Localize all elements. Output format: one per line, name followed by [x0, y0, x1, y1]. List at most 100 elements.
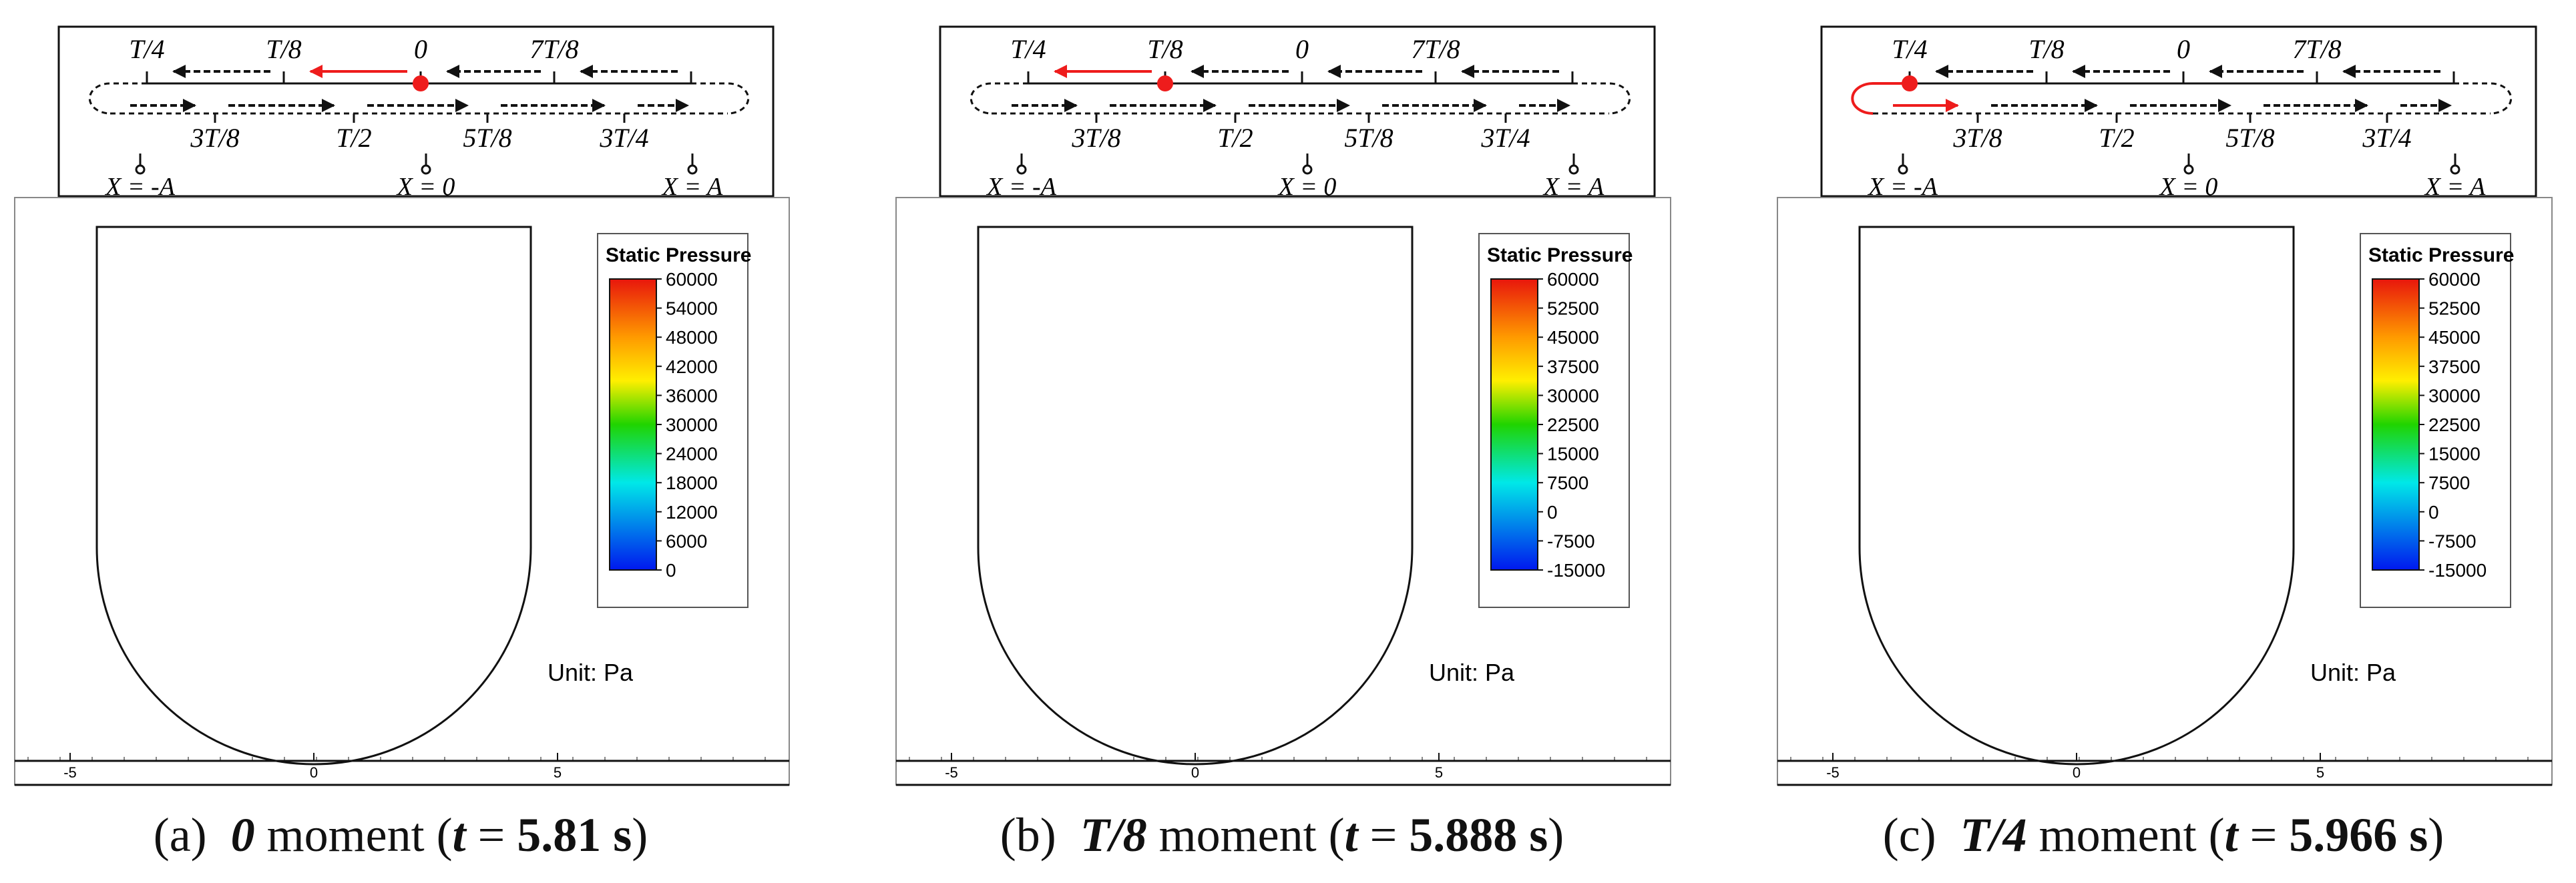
x-axis: -5 0 5 — [15, 753, 789, 786]
legend-level: 18000 — [666, 473, 718, 493]
axis-tick-label: 5 — [554, 764, 562, 781]
caption-word: moment — [2038, 808, 2197, 862]
caption-word: moment — [266, 808, 425, 862]
current-position-marker — [1157, 75, 1173, 91]
caption-moment: 0 — [230, 808, 255, 862]
legend-level: 60000 — [1547, 269, 1599, 290]
phase-label: T/4 — [129, 34, 164, 64]
x-axis: -5 0 5 — [896, 753, 1671, 786]
legend-title: Static Pressure — [2368, 244, 2514, 266]
legend-level: 37500 — [2428, 356, 2481, 377]
legend-title: Static Pressure — [1487, 244, 1633, 266]
legend-level: 30000 — [2428, 385, 2481, 406]
legend-level: 7500 — [1547, 473, 1588, 493]
pressure-legend: Static Pressure 60000 52500 45000 37500 30000… — [1478, 233, 1633, 608]
motion-schematic: T/4 T/8 0 7T/8 3T/8 T/2 5T/8 3T/4 X = -A X = 0 X =… — [1820, 25, 2537, 201]
motion-schematic: T/4 T/8 0 7T/8 3T/8 T/2 5T/8 3T/4 X = -A X = 0 X =… — [57, 25, 775, 201]
position-label: X = 0 — [2159, 173, 2218, 201]
legend-level: 15000 — [1547, 444, 1599, 465]
unit-label: Unit: Pa — [548, 659, 634, 686]
position-label: X = 0 — [396, 173, 455, 201]
panel-caption: (b) T/8 moment (t = 5.888 s) — [1000, 808, 1564, 862]
legend-level: 37500 — [1547, 356, 1599, 377]
phase-label: T/2 — [1217, 123, 1253, 153]
phase-label: T/8 — [2028, 34, 2064, 64]
legend-level: 22500 — [1547, 414, 1599, 435]
phase-label: T/2 — [336, 123, 371, 153]
phase-label: 0 — [414, 34, 427, 64]
figure-panel-c: T/4 T/8 0 7T/8 3T/8 T/2 5T/8 3T/4 X = -A X = 0 X =… — [1763, 0, 2564, 883]
caption-letter: (a) — [153, 808, 207, 862]
x-axis: -5 0 5 — [1777, 753, 2552, 786]
legend-level: 15000 — [2428, 444, 2481, 465]
legend-level: 52500 — [2428, 298, 2481, 319]
legend-level: 45000 — [2428, 327, 2481, 348]
axis-tick-label: -5 — [1826, 764, 1840, 781]
position-label: X = A — [1542, 173, 1604, 201]
unit-label: Unit: Pa — [2310, 659, 2396, 686]
position-label: X = 0 — [1277, 173, 1337, 201]
legend-level: 24000 — [666, 444, 718, 465]
tank-outline — [95, 226, 532, 766]
phase-label: 5T/8 — [2225, 123, 2274, 153]
phase-label: 3T/8 — [1071, 123, 1120, 153]
pressure-contour-plot: Static Pressure 60000 52500 45000 37500 30000… — [895, 197, 1671, 786]
axis-tick-label: 0 — [310, 764, 318, 781]
position-label: X = -A — [1867, 173, 1938, 201]
legend-level: -7500 — [1547, 531, 1595, 551]
caption-time-value: 5.966 — [2289, 808, 2398, 862]
caption-time-value: 5.81 — [517, 808, 602, 862]
axis-tick-label: 0 — [1191, 764, 1199, 781]
legend-level: 60000 — [2428, 269, 2481, 290]
legend-level: 45000 — [1547, 327, 1599, 348]
position-label: X = A — [661, 173, 723, 201]
legend-level: 42000 — [666, 356, 718, 377]
axis-tick-label: 5 — [2316, 764, 2324, 781]
tank-outline — [977, 226, 1414, 766]
phase-label: T/4 — [1010, 34, 1046, 64]
caption-letter: (b) — [1000, 808, 1056, 862]
position-label: X = -A — [104, 173, 176, 201]
legend-level: 22500 — [2428, 414, 2481, 435]
phase-label: 3T/4 — [2362, 123, 2411, 153]
phase-label: T/2 — [2099, 123, 2134, 153]
axis-tick-label: -5 — [945, 764, 958, 781]
legend-level: 12000 — [666, 502, 718, 523]
legend-level: 0 — [2428, 502, 2439, 523]
caption-time-unit: s — [2409, 808, 2428, 862]
phase-label: T/8 — [266, 34, 301, 64]
phase-label: 5T/8 — [1344, 123, 1393, 153]
legend-level: 36000 — [666, 385, 718, 406]
phase-label: 7T/8 — [529, 34, 578, 64]
legend-level: -7500 — [2428, 531, 2477, 551]
legend-level: -15000 — [1547, 560, 1605, 581]
legend-level: 6000 — [666, 531, 707, 551]
legend-level: 60000 — [666, 269, 718, 290]
phase-label: 5T/8 — [463, 123, 511, 153]
pressure-contour-plot: Static Pressure 60000 52500 45000 37500 30000… — [1777, 197, 2553, 786]
pressure-legend: Static Pressure 60000 52500 45000 37500 30000… — [2360, 233, 2514, 608]
legend-level: 30000 — [666, 414, 718, 435]
pressure-legend: Static Pressure6000054000480004200036000… — [597, 233, 751, 608]
axis-tick-label: -5 — [63, 764, 77, 781]
caption-moment: T/8 — [1080, 808, 1147, 862]
current-position-marker — [1902, 75, 1918, 91]
current-position-marker — [413, 75, 429, 91]
legend-level: -15000 — [2428, 560, 2487, 581]
legend-level: 0 — [666, 560, 676, 581]
caption-moment: T/4 — [1960, 808, 2027, 862]
panel-caption: (c) T/4 moment (t = 5.966 s) — [1882, 808, 2444, 862]
panel-caption: (a) 0 moment (t = 5.81 s) — [153, 808, 648, 862]
legend-level: 54000 — [666, 298, 718, 319]
phase-label: 0 — [2177, 34, 2190, 64]
panel-graphic: T/4 T/8 0 7T/8 3T/8 T/2 5T/8 3T/4 X = -A X = 0 X =… — [895, 25, 1671, 786]
axis-tick-label: 5 — [1435, 764, 1443, 781]
phase-label: T/4 — [1892, 34, 1927, 64]
phase-label: 7T/8 — [2292, 34, 2341, 64]
position-label: X = A — [2424, 173, 2486, 201]
phase-label: 7T/8 — [1411, 34, 1460, 64]
phase-label: T/8 — [1147, 34, 1183, 64]
pressure-contour-plot: Static Pressure6000054000480004200036000… — [14, 197, 790, 786]
phase-label: 3T/8 — [190, 123, 239, 153]
